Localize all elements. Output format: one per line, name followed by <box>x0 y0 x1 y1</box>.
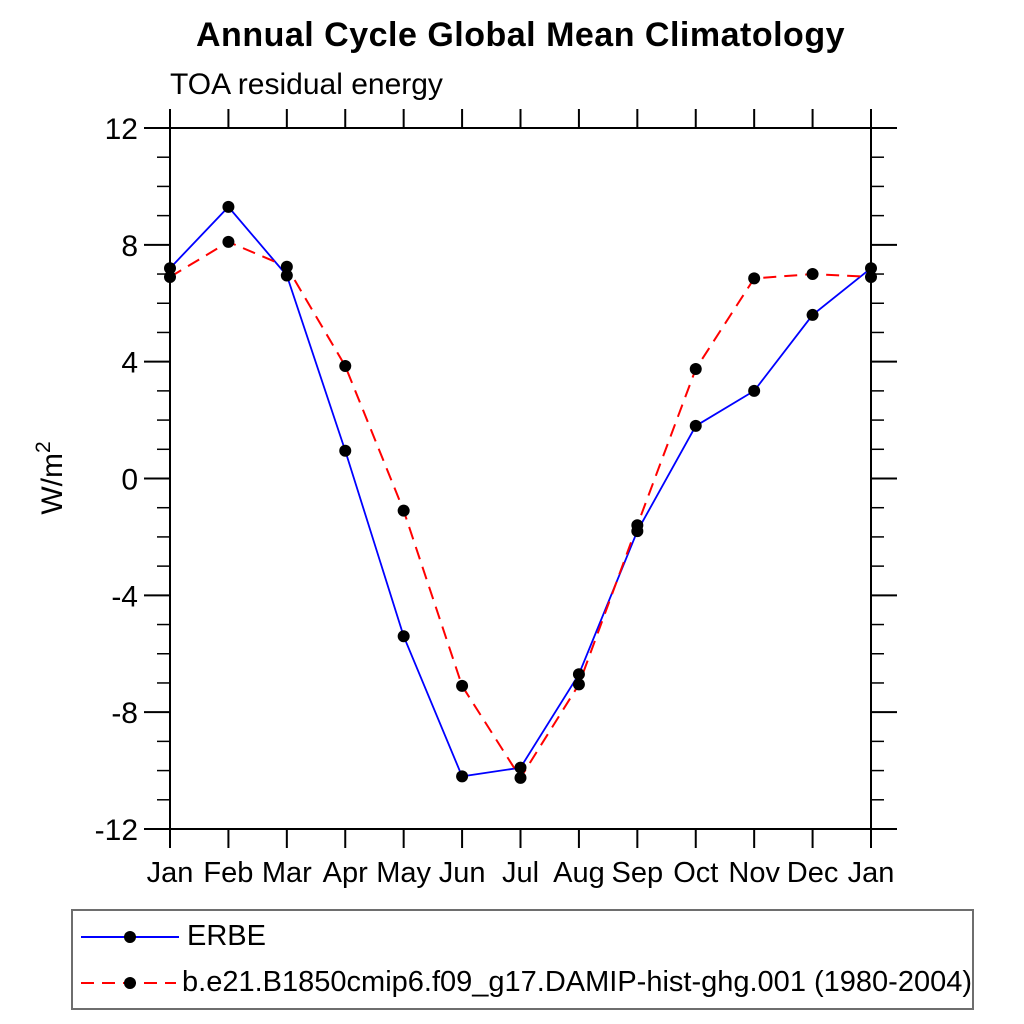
data-point-s1 <box>280 260 293 273</box>
data-point-s0 <box>806 308 819 321</box>
x-tick-label: Nov <box>728 857 780 889</box>
series-line-1 <box>169 240 872 780</box>
axis-frame <box>169 127 872 830</box>
legend-line-sample-0 <box>81 930 179 943</box>
data-point-s1 <box>222 235 235 248</box>
legend-marker-1 <box>124 976 136 989</box>
data-point-s0 <box>280 269 293 282</box>
data-point-s0 <box>397 630 410 643</box>
x-tick-label: Jul <box>502 857 539 889</box>
x-tick-label: Feb <box>203 857 253 889</box>
data-point-s1 <box>456 679 469 692</box>
data-point-s0 <box>222 200 235 213</box>
legend-label-1: b.e21.B1850cmip6.f09_g17.DAMIP-hist-ghg.… <box>182 966 972 998</box>
x-tick-label: Apr <box>323 857 368 889</box>
data-point-s0 <box>164 262 176 275</box>
data-point-s1 <box>865 270 877 283</box>
data-point-s1 <box>572 678 585 691</box>
data-point-s0 <box>572 668 585 681</box>
chart-title: Annual Cycle Global Mean Climatology <box>196 16 845 54</box>
x-tick-label: May <box>376 857 431 889</box>
x-tick-label: Mar <box>262 857 312 889</box>
data-point-s0 <box>865 262 877 275</box>
y-tick-label: -4 <box>111 580 138 613</box>
x-tick-label: Aug <box>553 857 605 889</box>
legend-entry-1: b.e21.B1850cmip6.f09_g17.DAMIP-hist-ghg.… <box>79 962 972 1004</box>
y-tick-label: -8 <box>111 697 138 730</box>
x-tick-label: Dec <box>787 857 839 889</box>
legend-box: ERBE b.e21.B1850cmip6.f09_g17.DAMIP-hist-… <box>71 909 974 1010</box>
data-point-s1 <box>748 272 761 285</box>
data-point-s0 <box>748 384 761 397</box>
y-tick-label: 8 <box>121 230 138 263</box>
data-point-s0 <box>514 761 527 774</box>
x-tick-label: Oct <box>673 857 718 889</box>
legend-label-0: ERBE <box>187 920 266 952</box>
x-tick-label: Jan <box>147 857 194 889</box>
data-point-s1 <box>806 268 819 281</box>
data-point-s1 <box>689 362 702 375</box>
data-point-s1 <box>339 360 352 373</box>
y-tick-label: 4 <box>121 347 138 380</box>
series-line-0 <box>169 205 872 778</box>
legend-entry-0: ERBE <box>79 916 972 958</box>
legend-line-sample-1 <box>81 976 177 989</box>
data-point-s1 <box>514 771 527 784</box>
data-point-s1 <box>164 270 176 283</box>
x-tick-label: Jan <box>848 857 895 889</box>
data-point-s1 <box>397 504 410 517</box>
y-tick-label: 0 <box>121 464 138 497</box>
legend-marker-0 <box>124 930 136 943</box>
y-tick-label: 12 <box>105 113 138 146</box>
x-tick-label: Jun <box>439 857 486 889</box>
data-point-s1 <box>631 519 644 532</box>
data-point-s0 <box>339 444 352 457</box>
data-point-s0 <box>689 419 702 432</box>
chart-subtitle: TOA residual energy <box>170 68 443 101</box>
data-point-s0 <box>456 770 469 783</box>
x-tick-label: Sep <box>612 857 664 889</box>
y-tick-label: -12 <box>95 814 138 847</box>
y-axis-label: W/m2 <box>32 441 69 514</box>
